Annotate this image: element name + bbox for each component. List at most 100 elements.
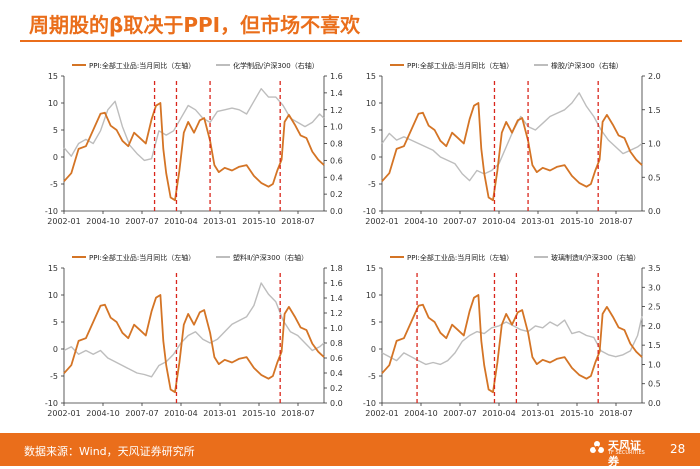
left-axis-tick-label: 0 xyxy=(371,345,376,354)
logo-subtext: TF SECURITIES xyxy=(608,450,645,456)
left-axis-tick-label: 10 xyxy=(366,99,376,108)
logo-flower-icon xyxy=(590,441,604,453)
ppi-series-line xyxy=(381,294,643,394)
left-axis-tick-label: -5 xyxy=(368,180,376,189)
x-axis-tick-label: 2010-04 xyxy=(164,409,197,418)
right-axis-tick-label: 1.6 xyxy=(330,72,343,81)
title-divider xyxy=(20,40,682,42)
left-axis-tick-label: 15 xyxy=(48,264,58,273)
chart-rubber-svg: 15 10 5 0 -5 -10 2.0 1.5 1.0 0.5 0.0 2002-01 2004-10… xyxy=(363,61,661,226)
right-axis-tick-label: 1.8 xyxy=(330,264,343,273)
left-axis-tick-label: -10 xyxy=(45,207,58,216)
left-axis-tick-label: -10 xyxy=(363,399,376,408)
right-axis-tick-label: 1.5 xyxy=(648,341,661,350)
ppi-series-line xyxy=(381,102,643,202)
right-axis-tick-label: 1.2 xyxy=(330,309,343,318)
x-axis-tick-label: 2002-01 xyxy=(47,217,80,226)
right-axis-tick-label: 1.6 xyxy=(330,279,343,288)
right-axis-tick-label: 0.2 xyxy=(330,190,343,199)
right-axis-tick-label: 1.2 xyxy=(330,106,343,115)
x-axis-tick-label: 2004-10 xyxy=(86,409,119,418)
right-axis-tick-label: 1.0 xyxy=(330,324,343,333)
left-axis-tick-label: 10 xyxy=(48,291,58,300)
x-axis-tick-label: 2013-01 xyxy=(203,217,236,226)
right-axis-tick-label: 1.0 xyxy=(648,140,661,149)
ratio-series-line xyxy=(381,92,643,182)
left-axis-tick-label: 15 xyxy=(366,264,376,273)
x-axis-tick-label: 2018-07 xyxy=(281,217,314,226)
ppi-series-line xyxy=(63,294,325,394)
left-axis-tick-label: 15 xyxy=(366,72,376,81)
right-axis-tick-label: 0.6 xyxy=(330,156,343,165)
left-axis-tick-label: 5 xyxy=(371,318,376,327)
right-axis-tick-label: 0.0 xyxy=(330,207,343,216)
x-axis-tick-label: 2002-01 xyxy=(365,217,398,226)
left-axis-tick-label: 5 xyxy=(53,126,58,135)
x-axis-tick-label: 2007-07 xyxy=(125,409,158,418)
x-axis-tick-label: 2018-07 xyxy=(281,409,314,418)
right-axis-tick-label: 2.0 xyxy=(648,72,661,81)
x-axis-tick-label: 2002-01 xyxy=(47,409,80,418)
right-axis-tick-label: 3.5 xyxy=(648,264,661,273)
left-axis-tick-label: 0 xyxy=(53,345,58,354)
x-axis-tick-label: 2002-01 xyxy=(365,409,398,418)
right-axis-tick-label: 0.5 xyxy=(648,173,661,182)
right-axis-tick-label: 0.6 xyxy=(330,354,343,363)
x-axis-tick-label: 2007-07 xyxy=(443,409,476,418)
x-axis-tick-label: 2015-10 xyxy=(560,217,593,226)
left-axis-tick-label: 5 xyxy=(53,318,58,327)
right-axis-tick-label: 0.8 xyxy=(330,140,343,149)
company-logo: 天风证券 TF SECURITIES xyxy=(588,437,648,468)
right-axis-tick-label: 1.5 xyxy=(648,106,661,115)
x-axis-tick-label: 2007-07 xyxy=(125,217,158,226)
x-axis-tick-label: 2010-04 xyxy=(482,217,515,226)
ratio-series-line xyxy=(381,316,643,366)
ppi-series-line xyxy=(63,102,325,202)
x-axis-tick-label: 2018-07 xyxy=(599,409,632,418)
chart-plastic-svg: 15 10 5 0 -5 -10 1.8 1.6 1.4 1.2 1.0 0.8 0.6 0.4 0.2 0.… xyxy=(45,253,343,418)
x-axis-tick-label: 2004-10 xyxy=(86,217,119,226)
x-axis-tick-label: 2004-10 xyxy=(404,217,437,226)
right-axis-tick-label: 2.5 xyxy=(648,303,661,312)
x-axis-tick-label: 2013-01 xyxy=(203,409,236,418)
right-axis-tick-label: 0.0 xyxy=(648,207,661,216)
x-axis-tick-label: 2015-10 xyxy=(242,217,275,226)
right-axis-tick-label: 2.0 xyxy=(648,322,661,331)
left-axis-tick-label: 10 xyxy=(366,291,376,300)
x-axis-tick-label: 2015-10 xyxy=(242,409,275,418)
right-axis-tick-label: 0.4 xyxy=(330,369,343,378)
legend-ratio-label: 橡胶/沪深300（右轴） xyxy=(551,61,623,70)
right-axis-tick-label: 3.0 xyxy=(648,283,661,292)
data-source-note: 数据来源：Wind，天风证券研究所 xyxy=(24,445,195,458)
chart-chemical-svg: 15 10 5 0 -5 -10 1.6 1.4 1.2 1.0 0.8 0.6 0.4 0.2 0.0 20… xyxy=(45,61,343,226)
right-axis-tick-label: 0.5 xyxy=(648,380,661,389)
chart-panel-plastic: 15 10 5 0 -5 -10 1.8 1.6 1.4 1.2 1.0 0.8 0.6 0.4 0.2 0.… xyxy=(28,250,353,430)
x-axis-tick-label: 2018-07 xyxy=(599,217,632,226)
chart-panel-rubber: 15 10 5 0 -5 -10 2.0 1.5 1.0 0.5 0.0 2002-01 2004-10… xyxy=(346,58,671,238)
x-axis-tick-label: 2013-01 xyxy=(521,217,554,226)
left-axis-tick-label: 5 xyxy=(371,126,376,135)
x-axis-tick-label: 2010-04 xyxy=(164,217,197,226)
right-axis-tick-label: 1.0 xyxy=(648,360,661,369)
x-axis-tick-label: 2007-07 xyxy=(443,217,476,226)
legend-ppi-label: PPI:全部工业品:当月同比（左轴） xyxy=(89,61,195,70)
right-axis-tick-label: 1.0 xyxy=(330,123,343,132)
right-axis-tick-label: 0.2 xyxy=(330,384,343,393)
right-axis-tick-label: 0.8 xyxy=(330,339,343,348)
legend-ratio-label: 玻璃制造Ⅱ/沪深300（右轴） xyxy=(551,253,640,262)
legend-ppi-label: PPI:全部工业品:当月同比（左轴） xyxy=(407,61,513,70)
x-axis-tick-label: 2010-04 xyxy=(482,409,515,418)
right-axis-tick-label: 0.4 xyxy=(330,173,343,182)
left-axis-tick-label: -5 xyxy=(368,372,376,381)
legend-ratio-label: 化学制品/沪深300（右轴） xyxy=(233,61,319,70)
chart-panel-glass: 15 10 5 0 -5 -10 3.5 3.0 2.5 2.0 1.5 1.0 0.5 0.0 2002-… xyxy=(346,250,671,430)
left-axis-tick-label: 15 xyxy=(48,72,58,81)
legend-ppi-label: PPI:全部工业品:当月同比（左轴） xyxy=(407,253,513,262)
logo-text: 天风证券 xyxy=(608,439,641,468)
x-axis-tick-label: 2004-10 xyxy=(404,409,437,418)
x-axis-tick-label: 2015-10 xyxy=(560,409,593,418)
right-axis-tick-label: 1.4 xyxy=(330,294,343,303)
left-axis-tick-label: -5 xyxy=(50,372,58,381)
page-title: 周期股的β取决于PPI，但市场不喜欢 xyxy=(29,13,361,37)
right-axis-tick-label: 1.4 xyxy=(330,89,343,98)
